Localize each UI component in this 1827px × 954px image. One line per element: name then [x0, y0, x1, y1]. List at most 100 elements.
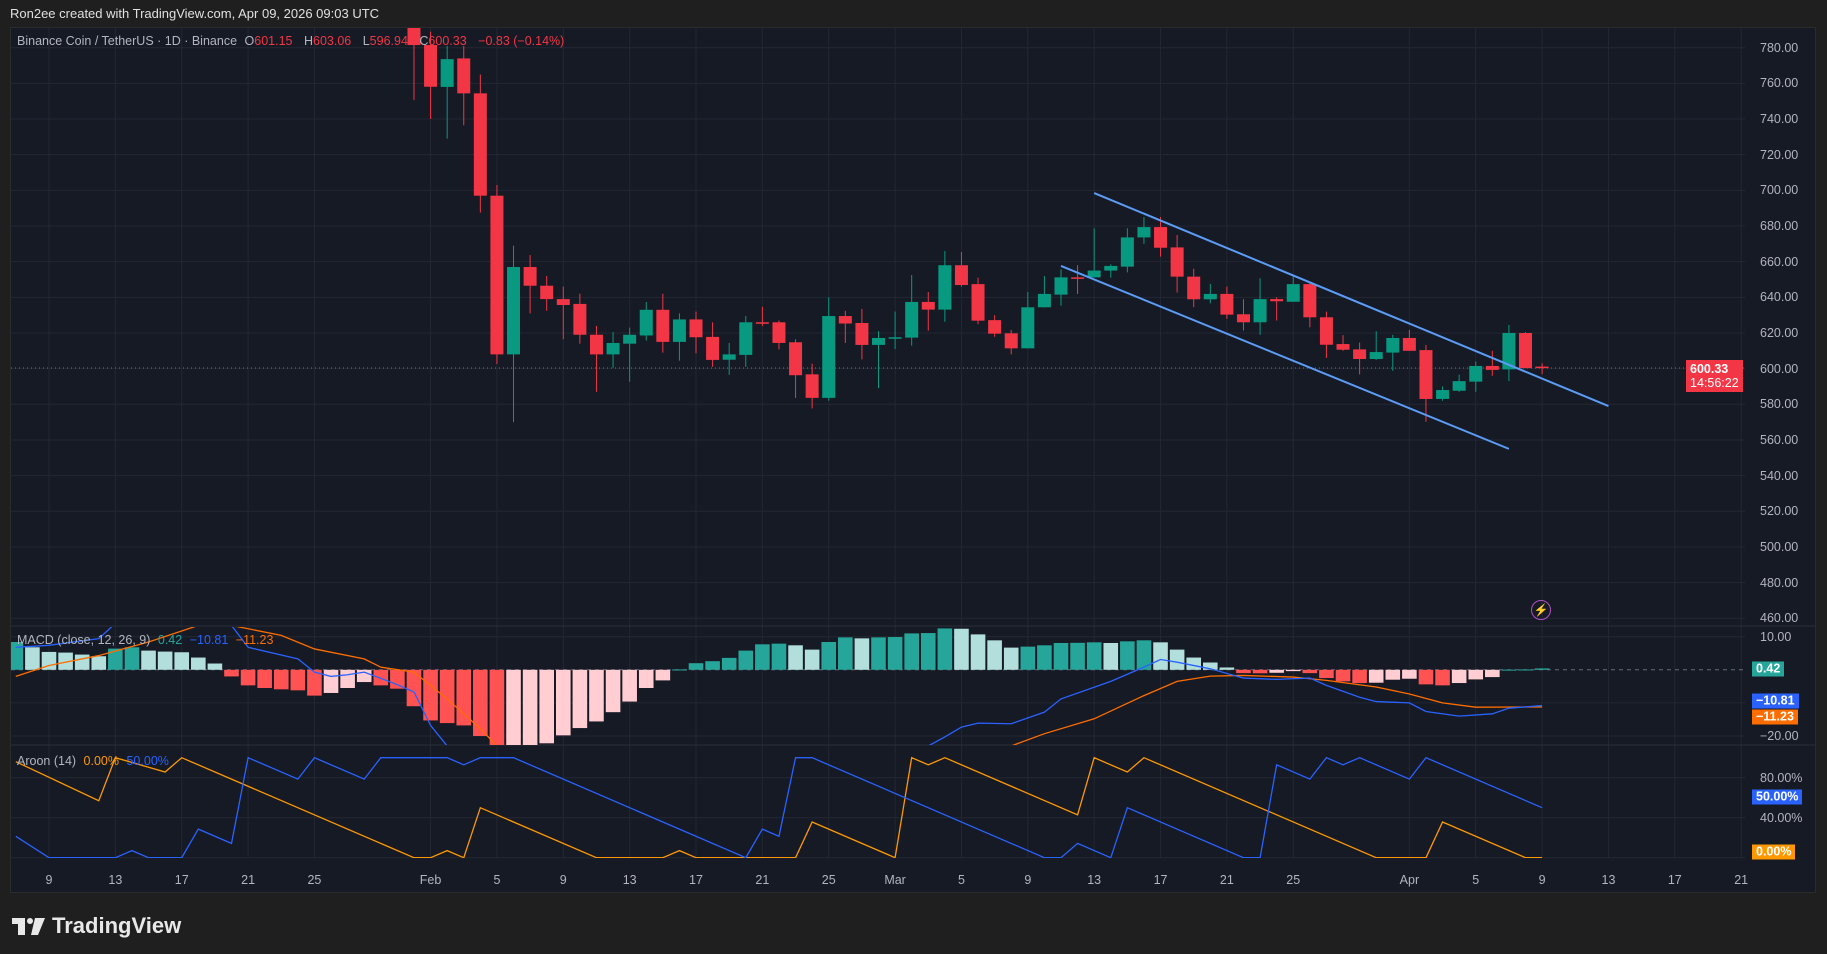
- channel-line-upper: [1093, 192, 1609, 408]
- candle-body: [855, 322, 869, 345]
- time-axis-label: 21: [1219, 873, 1234, 887]
- high-value: 603.06: [313, 34, 352, 48]
- macd-histogram-bar: [1534, 668, 1550, 670]
- candle-body: [938, 265, 952, 310]
- time-axis-label: Apr: [1399, 873, 1420, 887]
- candle: [473, 74, 487, 213]
- aroon-title[interactable]: Aroon (14): [17, 754, 77, 768]
- candle: [822, 297, 836, 401]
- candle-body: [755, 322, 769, 324]
- candle-body: [706, 336, 720, 360]
- aroon-axis-label: 40.00%: [1760, 810, 1803, 825]
- macd-histogram-bar: [1252, 669, 1268, 674]
- time-axis-label: 17: [1153, 873, 1168, 887]
- time-axis-label: 13: [1087, 873, 1102, 887]
- macd-histogram-bar: [307, 669, 322, 696]
- candle: [573, 293, 587, 344]
- candle: [938, 250, 952, 322]
- macd-histogram-bar: [1319, 669, 1334, 679]
- tradingview-logo[interactable]: TradingView: [12, 913, 181, 939]
- candle: [656, 293, 670, 353]
- macd-histogram-bar: [522, 669, 538, 745]
- candle-body: [988, 320, 1002, 334]
- macd-title[interactable]: MACD (close, 12, 26, 9): [17, 633, 151, 647]
- candle-body: [540, 285, 554, 300]
- price-axis-label: 700.00: [1760, 183, 1799, 198]
- macd-histogram-bar: [1103, 642, 1119, 670]
- macd-histogram-bar: [539, 669, 554, 744]
- low-label: L: [362, 34, 370, 48]
- price-axis-label: 740.00: [1760, 112, 1799, 127]
- price-axis-label: 520.00: [1760, 504, 1799, 519]
- candle-body: [1120, 237, 1134, 267]
- time-axis-label: 9: [1024, 873, 1032, 887]
- candle: [1236, 299, 1250, 331]
- candle: [1369, 331, 1383, 360]
- candle: [1021, 291, 1035, 349]
- candle: [1502, 324, 1516, 382]
- candle: [407, 28, 421, 101]
- macd-histogram-bar: [439, 669, 455, 724]
- candle-body: [1071, 277, 1085, 279]
- macd-histogram-bar: [821, 641, 837, 670]
- macd-histogram-bar: [1335, 669, 1351, 682]
- lightning-icon[interactable]: ⚡: [1531, 600, 1551, 620]
- ohlc-high: H603.06: [304, 34, 355, 48]
- price-pane[interactable]: [11, 0, 1745, 450]
- aroon-legend[interactable]: Aroon (14) 0.00% 50.00%: [17, 754, 173, 768]
- macd-histogram-bar: [1053, 642, 1069, 670]
- symbol-title[interactable]: Binance Coin / TetherUS · 1D · Binance: [17, 34, 238, 48]
- candle-body: [672, 319, 686, 342]
- candle: [1270, 297, 1284, 321]
- macd-hist-value: 0.42: [157, 633, 183, 647]
- macd-histogram-bar: [1219, 667, 1235, 670]
- macd-legend[interactable]: MACD (close, 12, 26, 9) 0.42 −10.81 −11.…: [17, 633, 277, 647]
- macd-histogram-bar: [622, 669, 637, 702]
- candle: [1286, 275, 1300, 302]
- candle-body: [1369, 352, 1383, 360]
- aroon-axis-label: 80.00%: [1760, 770, 1803, 785]
- macd-histogram-bar: [323, 669, 339, 693]
- aroon-down-value: 50.00%: [126, 754, 169, 768]
- candle: [623, 327, 637, 382]
- candle: [1303, 283, 1317, 328]
- price-axis-label: 720.00: [1760, 147, 1799, 162]
- macd-histogram-bar: [207, 663, 223, 670]
- candle: [1402, 329, 1416, 351]
- macd-histogram-bar: [290, 669, 306, 691]
- macd-histogram-bar: [1203, 662, 1218, 670]
- macd-histogram-bar: [1485, 669, 1500, 678]
- candle-body: [739, 322, 753, 355]
- candle: [507, 245, 521, 423]
- macd-histogram-bar: [1186, 657, 1202, 670]
- macd-histogram-bar: [1236, 669, 1251, 674]
- candle: [772, 320, 786, 350]
- candle-body: [507, 267, 521, 355]
- macd-histogram-bar: [506, 669, 521, 745]
- macd-axis-label: −20.00: [1760, 729, 1799, 743]
- candle-body: [1286, 284, 1300, 302]
- macd-histogram-bar: [721, 657, 737, 670]
- candle-body: [1170, 247, 1184, 277]
- macd-pane[interactable]: [9, 617, 1745, 816]
- macd-axis-label: 10.00: [1760, 629, 1792, 644]
- macd-histogram-bar: [838, 637, 853, 670]
- macd-histogram-bar: [555, 669, 571, 736]
- time-axis-label: 17: [174, 873, 189, 887]
- chart-frame[interactable]: [10, 27, 1816, 893]
- symbol-legend[interactable]: Binance Coin / TetherUS · 1D · Binance O…: [17, 34, 568, 48]
- candle: [921, 291, 935, 331]
- candle-body: [689, 319, 703, 338]
- low-value: 596.94: [369, 34, 408, 48]
- candle-body: [1469, 365, 1483, 382]
- macd-histogram-bar: [157, 651, 173, 670]
- time-axis-label: 21: [755, 873, 770, 887]
- candle-body: [656, 309, 670, 342]
- candle: [1087, 228, 1101, 278]
- aroon-pane[interactable]: [15, 756, 1543, 858]
- time-axis-label: 9: [1538, 873, 1546, 887]
- macd-histogram-bar: [108, 648, 123, 670]
- candle-body: [1203, 293, 1217, 300]
- candle-body: [1353, 349, 1367, 360]
